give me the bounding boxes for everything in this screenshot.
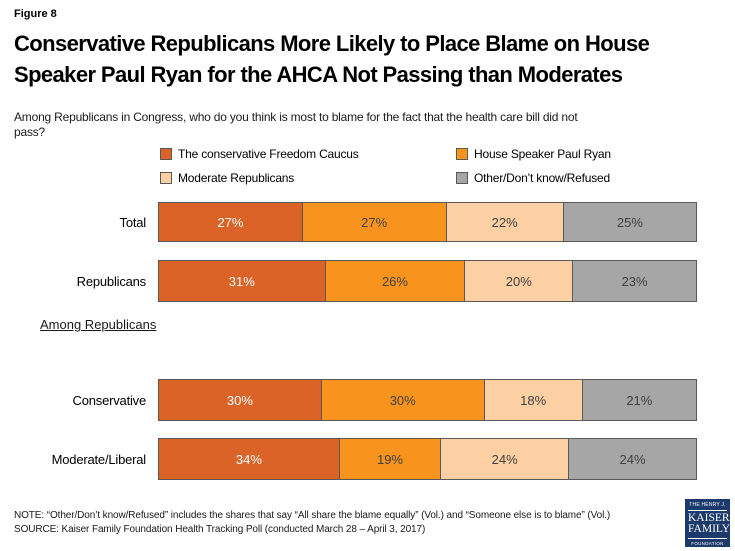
bar-row-total: Total 27% 27% 22% 25% (0, 202, 735, 242)
stacked-bar: 27% 27% 22% 25% (158, 202, 697, 242)
figure-title-line-1: Conservative Republicans More Likely to … (14, 31, 650, 56)
survey-question-line-1: Among Republicans in Congress, who do yo… (14, 110, 578, 124)
figure-label: Figure 8 (14, 8, 57, 20)
kff-logo: THE HENRY J. KAISER FAMILY FOUNDATION (685, 499, 730, 547)
figure-title: Conservative Republicans More Likely to … (14, 28, 650, 90)
bar-row-moderate-liberal: Moderate/Liberal 34% 19% 24% 24% (0, 438, 735, 480)
row-label: Conservative (72, 392, 147, 408)
legend-swatch-icon (456, 148, 468, 160)
legend: The conservative Freedom Caucus House Spe… (160, 147, 611, 185)
stacked-bar: 30% 30% 18% 21% (158, 379, 697, 421)
legend-label: The conservative Freedom Caucus (178, 147, 359, 161)
survey-question: Among Republicans in Congress, who do yo… (14, 110, 578, 140)
note-text: NOTE: “Other/Don’t know/Refused” include… (14, 510, 611, 521)
bar-segment: 22% (445, 202, 564, 242)
legend-swatch-icon (456, 172, 468, 184)
bar-segment: 24% (440, 438, 570, 480)
footnote: NOTE: “Other/Don’t know/Refused” include… (14, 509, 610, 537)
source-text: SOURCE: Kaiser Family Foundation Health … (14, 524, 426, 535)
kff-logo-bottom-text: FOUNDATION (691, 541, 724, 546)
bar-segment: 25% (562, 202, 697, 242)
bar-segment: 30% (158, 379, 322, 421)
kff-logo-name: KAISER FAMILY (688, 510, 731, 539)
legend-label: House Speaker Paul Ryan (474, 147, 611, 161)
legend-swatch-icon (160, 148, 172, 160)
bar-segment: 24% (568, 438, 697, 480)
bar-segment: 30% (320, 379, 485, 421)
legend-item: House Speaker Paul Ryan (456, 147, 611, 161)
bar-segment: 23% (572, 260, 697, 302)
bar-segment: 21% (581, 379, 697, 421)
row-label: Republicans (76, 273, 147, 289)
row-label: Moderate/Liberal (51, 451, 147, 467)
bar-row-conservative: Conservative 30% 30% 18% 21% (0, 379, 735, 421)
kff-logo-top-text: THE HENRY J. (689, 502, 726, 508)
stacked-bar: 31% 26% 20% 23% (158, 260, 697, 302)
bar-segment: 20% (464, 260, 574, 302)
bar-segment: 19% (338, 438, 442, 480)
figure-title-line-2: Speaker Paul Ryan for the AHCA Not Passi… (14, 62, 623, 87)
bar-row-republicans: Republicans 31% 26% 20% 23% (0, 260, 735, 302)
legend-swatch-icon (160, 172, 172, 184)
survey-question-line-2: pass? (14, 125, 46, 139)
bar-segment: 31% (158, 260, 326, 302)
legend-label: Moderate Republicans (178, 171, 295, 185)
kff-logo-name-line-1: KAISER (688, 512, 730, 524)
bar-segment: 27% (301, 202, 447, 242)
row-label: Total (119, 214, 147, 230)
bar-segment: 18% (483, 379, 583, 421)
bar-segment: 34% (158, 438, 340, 480)
legend-item: Moderate Republicans (160, 171, 456, 185)
bar-segment: 26% (324, 260, 466, 302)
bar-segment: 27% (158, 202, 303, 242)
section-label: Among Republicans (40, 317, 157, 332)
legend-label: Other/Don’t know/Refused (474, 171, 610, 185)
legend-item: The conservative Freedom Caucus (160, 147, 456, 161)
legend-item: Other/Don’t know/Refused (456, 171, 611, 185)
kff-logo-name-line-2: FAMILY (688, 523, 731, 535)
stacked-bar: 34% 19% 24% 24% (158, 438, 697, 480)
